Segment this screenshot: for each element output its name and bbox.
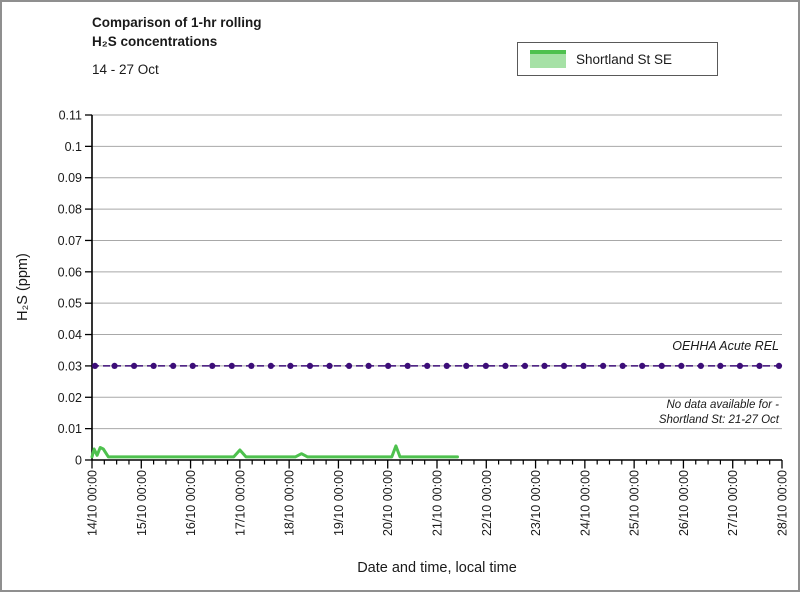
chart-date-range: 14 - 27 Oct: [92, 62, 159, 77]
rel-line-marker: [463, 362, 470, 370]
legend-box: Shortland St SE: [517, 42, 718, 76]
x-axis-tick-label: 27/10 00:00: [726, 470, 740, 536]
rel-line-marker: [482, 362, 489, 370]
rel-line-marker: [639, 362, 646, 370]
chart-title: Comparison of 1-hr rolling H₂S concentra…: [92, 13, 262, 51]
rel-line-marker: [502, 362, 509, 370]
rel-line-marker: [560, 362, 568, 370]
y-axis-tick-label: 0.03: [58, 359, 82, 373]
x-axis-tick-label: 16/10 00:00: [184, 470, 198, 536]
rel-line-marker: [658, 362, 665, 370]
series-shortland-line: [90, 444, 459, 459]
rel-line-marker: [678, 362, 685, 370]
x-axis-tick-label: 25/10 00:00: [628, 470, 642, 536]
x-axis-tick-label: 15/10 00:00: [135, 470, 149, 536]
rel-line-marker: [91, 362, 99, 370]
rel-line-marker: [756, 362, 763, 370]
y-axis-tick-label: 0.05: [58, 297, 82, 311]
x-axis-tick-label: 28/10 00:00: [776, 470, 790, 536]
y-axis-tick-label: 0.1: [65, 140, 82, 154]
rel-line-marker: [404, 362, 411, 370]
rel-line-marker: [345, 362, 353, 370]
y-axis-tick-label: 0.02: [58, 391, 82, 405]
x-axis-tick-label: 17/10 00:00: [233, 470, 247, 536]
rel-line-marker: [619, 362, 626, 370]
chart-title-line1: Comparison of 1-hr rolling: [92, 15, 262, 30]
legend-series-label: Shortland St SE: [576, 51, 673, 67]
y-axis-tick-label: 0.04: [58, 328, 82, 342]
x-axis-tick-label: 26/10 00:00: [677, 470, 691, 536]
x-axis-tick-label: 20/10 00:00: [381, 470, 395, 536]
chart-title-line2: H₂S concentrations: [92, 34, 218, 49]
rel-line-marker: [697, 362, 704, 370]
rel-line-marker: [736, 362, 744, 370]
x-axis-tick-label: 19/10 00:00: [332, 470, 346, 536]
y-axis-tick-label: 0: [75, 454, 82, 468]
rel-line-marker: [248, 362, 255, 370]
rel-line-marker: [600, 362, 607, 370]
x-axis-tick-label: 21/10 00:00: [431, 470, 445, 536]
rel-line-marker: [521, 362, 529, 370]
rel-line-marker: [170, 362, 177, 370]
x-axis-title: Date and time, local time: [357, 560, 517, 576]
y-axis-tick-label: 0.07: [58, 234, 82, 248]
rel-line-marker: [580, 362, 587, 370]
rel-line-marker: [541, 362, 548, 370]
rel-line-marker: [443, 362, 450, 370]
rel-line-marker: [209, 362, 216, 370]
rel-line-marker: [775, 362, 783, 370]
rel-line-marker: [228, 362, 235, 370]
x-axis-tick-label: 18/10 00:00: [283, 470, 297, 536]
no-data-line1: No data available for -: [666, 399, 779, 411]
rel-line-marker: [267, 362, 274, 370]
rel-reference-label: OEHHA Acute REL: [672, 339, 779, 353]
rel-line-marker: [365, 362, 372, 370]
legend-swatch-icon: [530, 50, 566, 68]
x-axis-tick-label: 14/10 00:00: [86, 470, 100, 536]
y-axis-tick-label: 0.06: [58, 265, 82, 279]
x-axis-tick-label: 22/10 00:00: [480, 470, 494, 536]
y-axis-tick-label: 0.08: [58, 203, 82, 217]
rel-line-marker: [385, 362, 392, 370]
no-data-line2: Shortland St: 21-27 Oct: [658, 414, 779, 426]
y-axis-title: H₂S (ppm): [15, 253, 31, 321]
y-axis-tick-label: 0.09: [58, 171, 82, 185]
rel-line-marker: [424, 362, 431, 370]
rel-line-marker: [130, 362, 138, 370]
rel-line-marker: [326, 362, 333, 370]
no-data-annotation: No data available for - Shortland St: 21…: [659, 398, 779, 428]
x-axis-tick-label: 24/10 00:00: [578, 470, 592, 536]
rel-line-marker: [717, 362, 724, 370]
y-axis-tick-label: 0.11: [59, 109, 82, 123]
rel-line-marker: [306, 362, 314, 370]
rel-line-marker: [287, 362, 294, 370]
y-axis-tick-label: 0.01: [58, 422, 82, 436]
rel-line-marker: [111, 362, 118, 370]
rel-line-marker: [150, 362, 157, 370]
rel-line-marker: [189, 362, 196, 370]
x-axis-tick-label: 23/10 00:00: [529, 470, 543, 536]
